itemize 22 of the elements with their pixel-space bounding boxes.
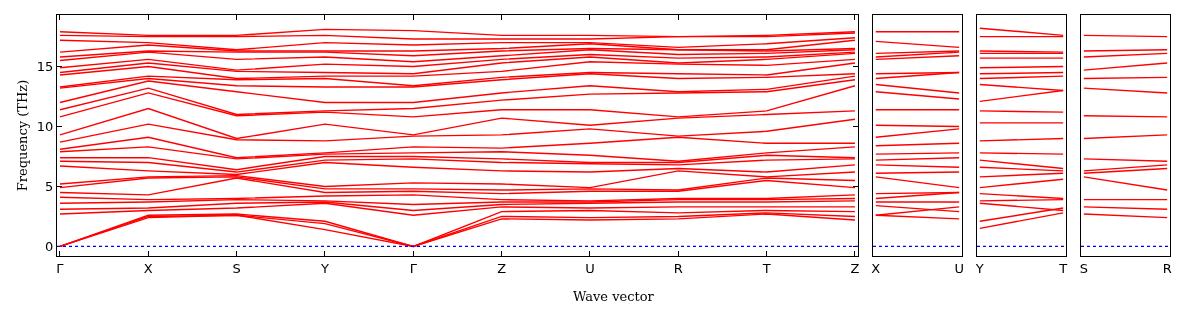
y-tick-label: 5 bbox=[44, 179, 54, 195]
x-tick-label: Γ bbox=[409, 260, 418, 276]
y-tick-label: 15 bbox=[36, 59, 54, 75]
x-tick-label: R bbox=[1162, 260, 1172, 276]
x-tick-label: U bbox=[954, 260, 964, 276]
x-tick-label: R bbox=[673, 260, 683, 276]
x-axis-title: Wave vector bbox=[573, 289, 655, 304]
x-tick-label: Y bbox=[974, 260, 984, 276]
x-tick-label: T bbox=[761, 260, 771, 276]
x-tick-label: S bbox=[1079, 260, 1088, 276]
x-tick-label: Z bbox=[850, 260, 860, 276]
x-tick-label: X bbox=[871, 260, 881, 276]
y-tick-label: 10 bbox=[36, 119, 54, 135]
y-axis-title: Frequency (THz) bbox=[14, 79, 30, 192]
x-tick-label: X bbox=[143, 260, 153, 276]
y-tick-label: 0 bbox=[44, 238, 54, 254]
x-tick-label: U bbox=[585, 260, 595, 276]
x-tick-label: Z bbox=[497, 260, 507, 276]
x-tick-label: S bbox=[232, 260, 241, 276]
x-tick-label: T bbox=[1058, 260, 1068, 276]
x-tick-label: Y bbox=[319, 260, 329, 276]
x-tick-label: Γ bbox=[56, 260, 65, 276]
